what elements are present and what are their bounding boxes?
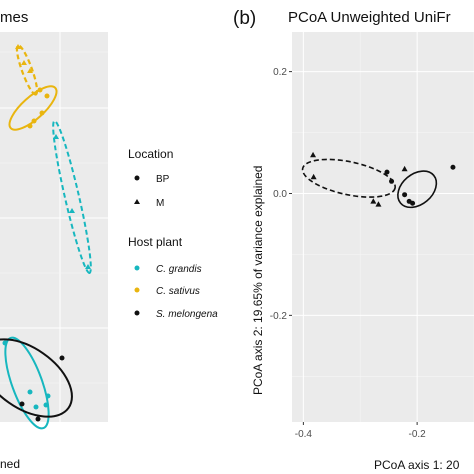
legend-s-melongena-label: S. melongena — [156, 309, 218, 320]
point-m-triangle — [310, 173, 317, 180]
point-m-triangle — [370, 198, 377, 204]
point-c-grandis-circle — [33, 404, 39, 410]
point-c-grandis-triangle — [85, 264, 91, 269]
point-bp-circle — [384, 169, 390, 175]
point-c-grandis-circle — [27, 389, 33, 395]
panel-a-background — [0, 32, 108, 422]
legend-host-title: Host plant — [128, 235, 183, 249]
point-c-sativus-circle — [44, 93, 50, 99]
ellipse-c-grandis-solid — [4, 336, 50, 430]
x-tick-label: -0.4 — [295, 429, 313, 440]
legend: Location BP M Host plant C. grandis C. s… — [128, 147, 218, 320]
point-s-melongena-circle — [19, 401, 25, 407]
point-m-triangle — [401, 165, 408, 172]
legend-bp-symbol — [134, 175, 140, 181]
point-c-grandis-circle — [43, 402, 49, 408]
point-c-grandis-triangle — [53, 134, 59, 139]
x-tick-label: -0.2 — [409, 429, 427, 440]
point-bp-circle — [402, 192, 408, 198]
ellipse-c-grandis-dashed — [52, 119, 92, 275]
point-c-sativus-circle — [27, 123, 33, 129]
point-c-grandis-circle — [45, 393, 51, 399]
point-c-sativus-circle — [31, 118, 37, 124]
legend-c-sativus-symbol — [134, 287, 140, 293]
legend-m-symbol — [134, 199, 140, 204]
panel-b-title: PCoA Unweighted UniFr — [288, 9, 451, 26]
point-c-sativus-triangle — [15, 44, 21, 49]
panel-a-points — [2, 44, 91, 422]
panel-b-tag: (b) — [233, 8, 256, 29]
ellipse-m — [301, 158, 396, 198]
point-bp-circle — [389, 178, 395, 184]
ellipse-c-sativus-solid — [8, 85, 58, 131]
legend-location-title: Location — [128, 147, 173, 161]
panel-b-background — [292, 32, 474, 422]
point-c-sativus-circle — [39, 110, 45, 116]
point-m-triangle — [375, 201, 382, 207]
panel-b-ellipses — [301, 158, 438, 209]
point-c-sativus-triangle — [21, 60, 27, 65]
legend-c-grandis-label: C. grandis — [156, 264, 202, 275]
y-tick-label: -0.2 — [270, 311, 288, 322]
panel-a-xlabel: ned — [0, 457, 20, 471]
point-s-melongena-circle — [35, 416, 41, 422]
point-bp-circle — [410, 200, 416, 206]
point-c-grandis-circle — [2, 340, 8, 346]
ellipse-s-melongena-solid — [0, 338, 73, 418]
legend-s-melongena-symbol — [134, 310, 140, 316]
point-c-sativus-triangle — [27, 68, 33, 73]
ellipse-bp — [397, 170, 438, 209]
point-c-sativus-circle — [37, 87, 43, 93]
point-s-melongena-circle — [59, 355, 65, 361]
panel-a-ellipses — [0, 44, 92, 430]
ellipse-c-sativus-dashed — [15, 44, 39, 96]
point-bp-circle — [450, 164, 456, 170]
panel-b-xlabel: PCoA axis 1: 20 — [374, 458, 460, 472]
panel-a-title: mes — [0, 9, 28, 26]
point-c-grandis-triangle — [69, 208, 75, 213]
panel-b-points — [310, 151, 456, 207]
panel-b-ylabel: PCoA axis 2: 19.65% of variance explaine… — [251, 166, 265, 395]
y-tick-label: 0.2 — [273, 67, 287, 78]
legend-c-grandis-symbol — [134, 265, 140, 271]
legend-m-label: M — [156, 198, 164, 209]
legend-c-sativus-label: C. sativus — [156, 286, 200, 297]
legend-bp-label: BP — [156, 174, 170, 185]
y-tick-label: 0.0 — [273, 189, 287, 200]
point-m-triangle — [310, 151, 317, 158]
panel-b-ticks: -0.4 -0.2 0.2 0.0 -0.2 — [270, 67, 426, 440]
panel-b-grid — [292, 32, 474, 422]
